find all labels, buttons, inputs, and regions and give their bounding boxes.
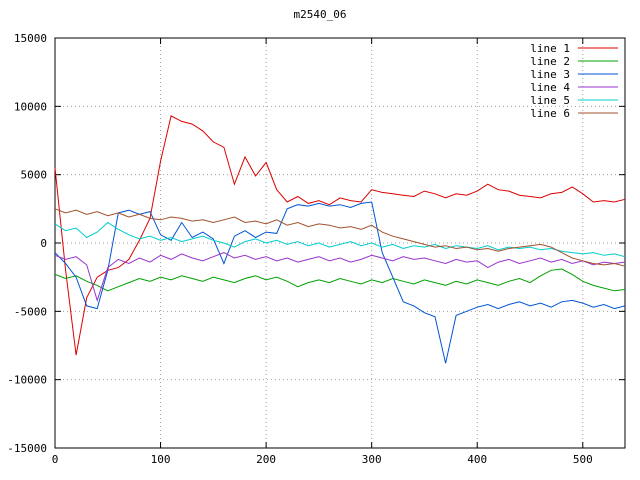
x-tick-label: 500	[573, 453, 593, 466]
legend-label: line 6	[530, 107, 570, 120]
series-line-1	[54, 115, 626, 356]
y-tick-label: -10000	[7, 374, 47, 387]
y-tick-label: 10000	[14, 100, 47, 113]
series-line-6	[54, 208, 626, 267]
legend-label: line 4	[530, 81, 570, 94]
series-line-3	[54, 201, 626, 364]
legend-label: line 1	[530, 42, 570, 55]
x-tick-label: 200	[256, 453, 276, 466]
series-line-5	[54, 221, 626, 258]
y-tick-label: -5000	[14, 305, 47, 318]
y-tick-label: 0	[40, 237, 47, 250]
series-line-2	[54, 268, 626, 292]
y-tick-label: 5000	[21, 169, 48, 182]
y-tick-label: -15000	[7, 442, 47, 455]
chart-title: m2540_06	[294, 8, 347, 21]
x-tick-label: 400	[467, 453, 487, 466]
x-tick-label: 100	[151, 453, 171, 466]
series-line-4	[54, 252, 626, 303]
x-tick-label: 0	[52, 453, 59, 466]
legend-label: line 3	[530, 68, 570, 81]
x-tick-label: 300	[362, 453, 382, 466]
plot-area: 0 100 200 300 400 500 -15000 -10000 -5000 0 5000 10…	[7, 32, 626, 466]
y-tick-label: 15000	[14, 32, 47, 45]
legend-label: line 5	[530, 94, 570, 107]
legend-label: line 2	[530, 55, 570, 68]
